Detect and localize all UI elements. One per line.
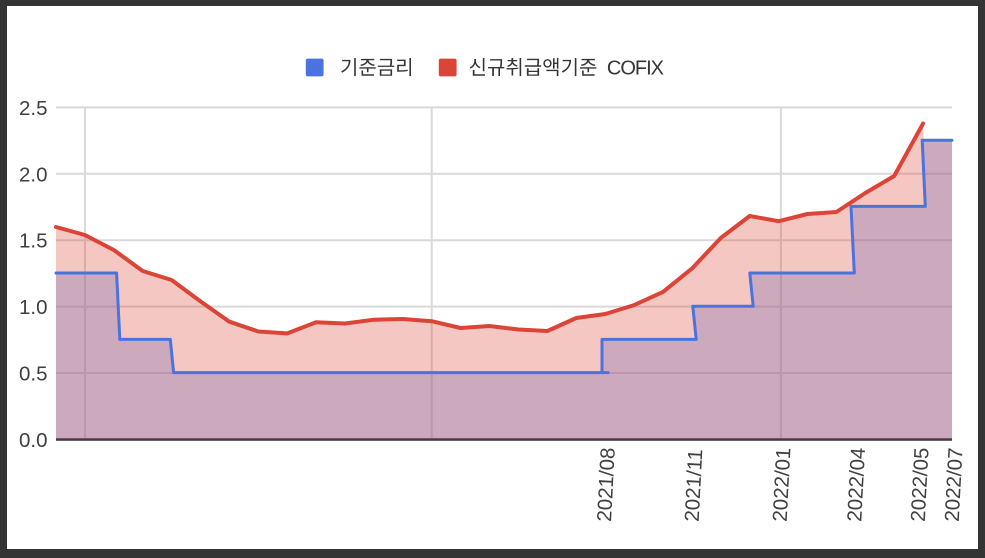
svg-text:2022/01: 2022/01 — [769, 447, 796, 522]
svg-text:COFIX: COFIX — [607, 58, 664, 80]
svg-text:2.0: 2.0 — [19, 163, 48, 186]
svg-text:2.5: 2.5 — [19, 97, 48, 120]
svg-text:0.0: 0.0 — [19, 429, 48, 452]
svg-text:0.5: 0.5 — [19, 363, 48, 386]
svg-text:2021/11: 2021/11 — [681, 449, 708, 523]
svg-text:2022/05: 2022/05 — [907, 447, 934, 522]
svg-text:2022/04: 2022/04 — [843, 447, 870, 522]
svg-text:2022/07: 2022/07 — [941, 447, 968, 522]
svg-text:1.0: 1.0 — [19, 296, 48, 319]
svg-text:1.5: 1.5 — [19, 230, 48, 253]
svg-text:2021/08: 2021/08 — [593, 447, 620, 522]
